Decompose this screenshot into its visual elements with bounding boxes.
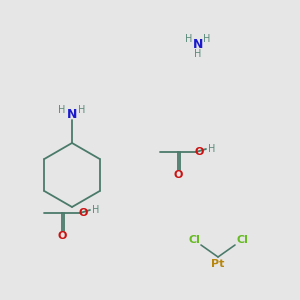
Text: O: O xyxy=(194,147,204,157)
Text: O: O xyxy=(78,208,88,218)
Text: H: H xyxy=(185,34,193,44)
Text: Pt: Pt xyxy=(211,259,225,269)
Text: H: H xyxy=(78,105,86,115)
Text: H: H xyxy=(92,205,100,215)
Text: Cl: Cl xyxy=(188,235,200,245)
Text: H: H xyxy=(58,105,66,115)
Text: H: H xyxy=(194,49,202,59)
Text: N: N xyxy=(67,109,77,122)
Text: H: H xyxy=(208,144,216,154)
Text: Cl: Cl xyxy=(236,235,248,245)
Text: O: O xyxy=(57,231,67,241)
Text: N: N xyxy=(193,38,203,52)
Text: H: H xyxy=(203,34,211,44)
Text: O: O xyxy=(173,170,183,180)
